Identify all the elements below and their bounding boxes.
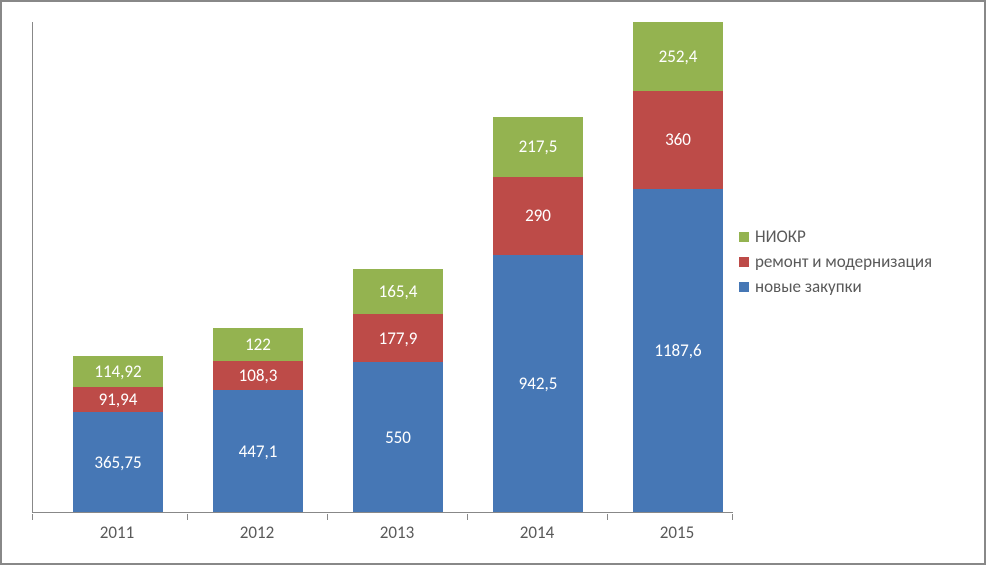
bar-value-label: 1187,6 (654, 340, 701, 361)
x-axis-label: 2015 (660, 522, 694, 543)
bar-group: 942,5 290 217,5 (493, 117, 583, 512)
bar-value-label: 114,92 (94, 361, 141, 382)
bar-segment: 1187,6 (633, 189, 723, 512)
legend-swatch (739, 257, 749, 267)
legend-swatch (739, 232, 749, 242)
x-axis-label: 2013 (380, 522, 414, 543)
x-tick (732, 514, 733, 520)
bar-segment: 290 (493, 177, 583, 256)
x-axis-label: 2014 (520, 522, 554, 543)
bar-value-label: 942,5 (519, 373, 558, 394)
legend-item: НИОКР (739, 226, 964, 247)
x-tick (32, 514, 33, 520)
bar-value-label: 290 (525, 205, 551, 226)
bar-value-label: 177,9 (379, 328, 418, 349)
bar-segment: 550 (353, 362, 443, 512)
x-tick (327, 514, 328, 520)
bar-value-label: 365,75 (94, 452, 141, 473)
bar-value-label: 91,94 (99, 389, 138, 410)
x-tick (607, 514, 608, 520)
legend-label: ремонт и модернизация (755, 251, 932, 272)
bar-segment: 165,4 (353, 269, 443, 314)
bar-value-label: 122 (245, 334, 271, 355)
bar-segment: 114,92 (73, 356, 163, 387)
legend-label: НИОКР (755, 226, 806, 247)
bar-segment: 217,5 (493, 117, 583, 176)
bar-segment: 108,3 (213, 361, 303, 390)
x-axis-label: 2012 (240, 522, 274, 543)
bar-group: 447,1 108,3 122 (213, 328, 303, 512)
legend-item: новые закупки (739, 276, 964, 297)
bar-segment: 365,75 (73, 412, 163, 512)
bar-value-label: 217,5 (519, 136, 558, 157)
x-axis-label: 2011 (100, 522, 134, 543)
bar-value-label: 165,4 (379, 281, 418, 302)
legend-swatch (739, 282, 749, 292)
bar-segment: 942,5 (493, 255, 583, 512)
bar-segment: 91,94 (73, 387, 163, 412)
bar-value-label: 252,4 (659, 46, 698, 67)
bar-value-label: 360 (665, 129, 691, 150)
legend-item: ремонт и модернизация (739, 251, 964, 272)
bar-group: 365,75 91,94 114,92 (73, 356, 163, 512)
legend: НИОКР ремонт и модернизация новые закупки (739, 222, 964, 301)
bar-group: 550 177,9 165,4 (353, 269, 443, 512)
bar-value-label: 108,3 (239, 365, 278, 386)
x-tick (467, 514, 468, 520)
bar-value-label: 447,1 (239, 441, 278, 462)
bar-segment: 177,9 (353, 314, 443, 362)
bar-segment: 447,1 (213, 390, 303, 512)
bar-group: 1187,6 360 252,4 (633, 22, 723, 512)
legend-label: новые закупки (755, 276, 862, 297)
x-tick (187, 514, 188, 520)
bar-segment: 360 (633, 91, 723, 189)
bar-value-label: 550 (385, 427, 411, 448)
bar-segment: 122 (213, 328, 303, 361)
plot-area: 365,75 91,94 114,92 447,1 108,3 122 550 177,9 16… (32, 22, 733, 513)
chart-frame: 365,75 91,94 114,92 447,1 108,3 122 550 177,9 16… (0, 0, 986, 565)
bar-segment: 252,4 (633, 22, 723, 91)
x-axis: 2011 2012 2013 2014 2015 (32, 514, 732, 554)
